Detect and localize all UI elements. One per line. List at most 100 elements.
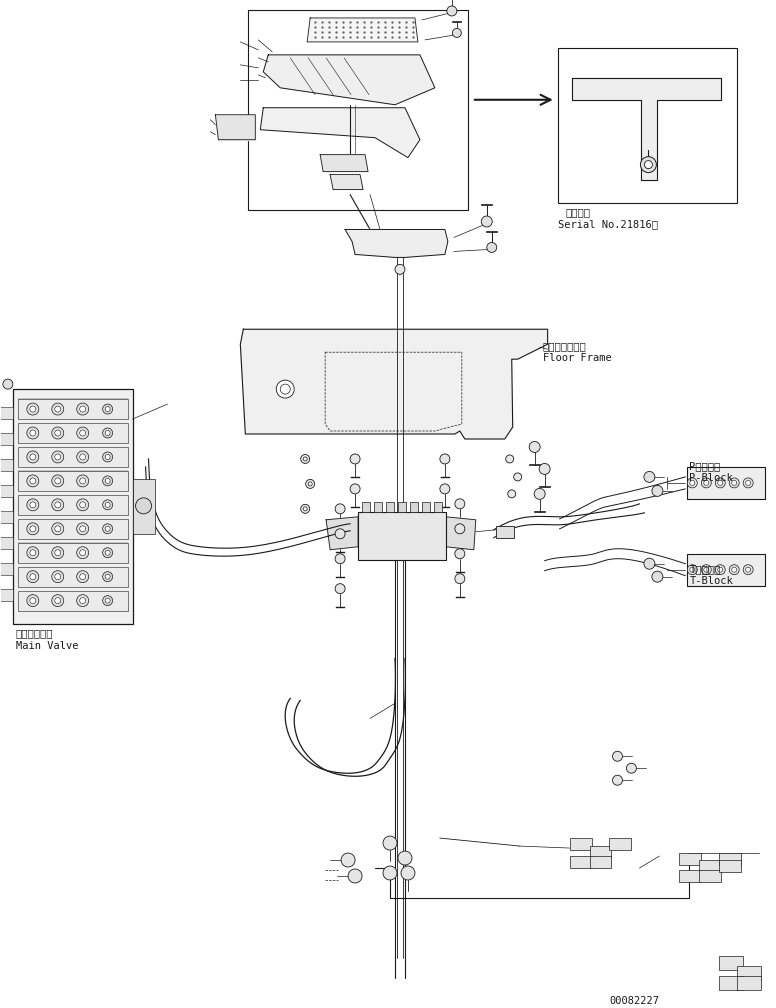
Circle shape (77, 499, 88, 511)
Circle shape (306, 480, 314, 489)
Circle shape (350, 454, 360, 464)
Circle shape (55, 598, 61, 604)
Circle shape (80, 454, 85, 460)
Circle shape (55, 526, 61, 532)
Circle shape (539, 464, 550, 475)
Circle shape (55, 478, 61, 484)
Bar (358, 512, 446, 559)
Circle shape (27, 427, 39, 439)
Circle shape (52, 451, 64, 463)
Circle shape (29, 430, 36, 436)
Polygon shape (307, 18, 418, 42)
Circle shape (704, 568, 708, 573)
Polygon shape (260, 108, 420, 157)
Circle shape (77, 427, 88, 439)
Circle shape (383, 836, 397, 850)
Bar (386, 502, 394, 512)
Bar (719, 956, 743, 970)
Bar (398, 502, 406, 512)
Circle shape (729, 564, 740, 575)
Bar (362, 502, 370, 512)
Polygon shape (345, 230, 448, 257)
Polygon shape (446, 517, 476, 549)
Circle shape (27, 499, 39, 511)
Circle shape (652, 486, 663, 496)
Circle shape (52, 523, 64, 535)
Text: Pブロック: Pブロック (689, 461, 721, 471)
Circle shape (303, 457, 307, 461)
Bar (570, 856, 591, 868)
Circle shape (77, 595, 88, 607)
Circle shape (534, 489, 546, 499)
Bar (410, 502, 418, 512)
Circle shape (29, 454, 36, 460)
Circle shape (308, 482, 312, 486)
Circle shape (105, 406, 110, 411)
Polygon shape (320, 154, 368, 171)
Circle shape (447, 6, 457, 16)
Circle shape (335, 504, 345, 514)
Circle shape (398, 851, 412, 865)
Circle shape (29, 526, 36, 532)
Circle shape (690, 481, 695, 486)
Circle shape (652, 572, 663, 583)
Circle shape (383, 866, 397, 880)
Bar (0, 407, 13, 419)
Circle shape (27, 451, 39, 463)
Bar (590, 846, 611, 858)
Circle shape (105, 526, 110, 531)
Circle shape (300, 455, 310, 464)
Circle shape (401, 866, 415, 880)
Bar (18, 447, 127, 467)
Circle shape (80, 478, 85, 484)
Text: メインバルブ: メインバルブ (16, 629, 54, 638)
Bar (688, 467, 765, 499)
Circle shape (644, 160, 653, 168)
Circle shape (105, 430, 110, 435)
Bar (13, 389, 133, 624)
Circle shape (52, 499, 64, 511)
Circle shape (105, 550, 110, 555)
Circle shape (105, 479, 110, 484)
Bar (590, 856, 611, 868)
Circle shape (105, 598, 110, 603)
Circle shape (702, 564, 712, 575)
Circle shape (348, 869, 362, 883)
Circle shape (105, 575, 110, 580)
Circle shape (3, 379, 13, 389)
Circle shape (732, 481, 736, 486)
Circle shape (80, 526, 85, 532)
Bar (18, 591, 127, 611)
Circle shape (55, 549, 61, 555)
Circle shape (487, 243, 497, 252)
Bar (18, 495, 127, 515)
Circle shape (729, 478, 740, 488)
Circle shape (455, 524, 465, 534)
Circle shape (55, 454, 61, 460)
Circle shape (612, 751, 622, 761)
Bar (719, 976, 743, 990)
Circle shape (732, 568, 736, 573)
Circle shape (688, 564, 698, 575)
Circle shape (52, 595, 64, 607)
Text: P-Block: P-Block (689, 473, 733, 483)
Polygon shape (572, 78, 721, 179)
Circle shape (640, 156, 656, 172)
Bar (18, 519, 127, 538)
Circle shape (27, 571, 39, 583)
Circle shape (644, 472, 655, 483)
Circle shape (77, 546, 88, 558)
Text: 00082227: 00082227 (609, 996, 660, 1006)
Circle shape (506, 455, 514, 463)
Polygon shape (330, 174, 363, 190)
Circle shape (644, 558, 655, 570)
Polygon shape (326, 517, 358, 549)
Circle shape (80, 430, 85, 436)
Bar (422, 502, 430, 512)
Bar (18, 542, 127, 562)
Bar (737, 976, 761, 990)
Circle shape (77, 403, 88, 415)
Bar (133, 479, 154, 534)
Circle shape (27, 403, 39, 415)
Polygon shape (263, 54, 435, 105)
